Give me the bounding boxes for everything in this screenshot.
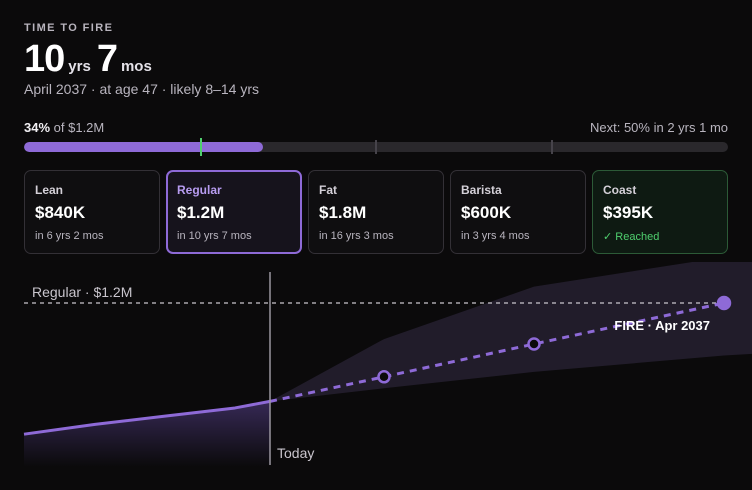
years-value: 10 — [24, 38, 65, 80]
target-card-eta: in 16 yrs 3 mos — [319, 230, 394, 242]
projection-milestone-marker — [527, 337, 541, 351]
fire-projection-chart: Regular · $1.2M Today FIRE · Apr 2037 — [23, 262, 752, 467]
target-card-name: Lean — [35, 183, 64, 197]
target-card-name: Regular — [177, 183, 222, 197]
target-card-amount: $395K — [603, 203, 654, 222]
current-progress-marker — [200, 138, 202, 156]
target-card-amount: $1.8M — [319, 203, 367, 222]
today-label: Today — [277, 445, 314, 461]
target-card-regular[interactable]: Regular $1.2M in 10 yrs 7 mos — [166, 170, 302, 254]
target-card-name: Coast — [603, 183, 637, 197]
years-unit: yrs — [68, 58, 91, 75]
months-value: 7 — [96, 38, 118, 80]
milestone-marker — [375, 140, 377, 154]
progress-bar-fill — [24, 142, 264, 152]
progress-target: of $1.2M — [53, 120, 105, 135]
projection-confidence-band — [270, 262, 752, 402]
target-card-name: Fat — [319, 183, 337, 197]
target-card-coast[interactable]: Coast $395K ✓ Reached — [592, 170, 728, 254]
fire-point-label: FIRE · Apr 2037 — [614, 318, 710, 333]
months-unit: mos — [120, 58, 152, 75]
next-milestone-label: Next: 50% in 2 yrs 1 mo — [590, 120, 728, 135]
projection-milestone-marker — [377, 370, 391, 384]
target-card-eta: in 3 yrs 4 mos — [461, 230, 530, 242]
fire-date-subline: April 2037 · at age 47 · likely 8–14 yrs — [24, 81, 260, 97]
history-area — [24, 401, 270, 467]
target-card-eta: ✓ Reached — [603, 231, 660, 243]
fire-point-marker — [716, 295, 732, 311]
time-to-fire-headline: 10 yrs 7 mos — [24, 38, 158, 81]
target-card-amount: $600K — [461, 203, 512, 222]
target-cards: Lean $840K in 6 yrs 2 mos Regular $1.2M … — [24, 170, 728, 254]
target-card-fat[interactable]: Fat $1.8M in 16 yrs 3 mos — [308, 170, 444, 254]
eyebrow-label: TIME TO FIRE — [24, 22, 114, 34]
target-card-amount: $1.2M — [177, 203, 225, 222]
target-card-amount: $840K — [35, 203, 86, 222]
target-card-lean[interactable]: Lean $840K in 6 yrs 2 mos — [24, 170, 160, 254]
target-card-name: Barista — [461, 183, 502, 197]
target-card-eta: in 10 yrs 7 mos — [177, 230, 252, 242]
history-line — [23, 399, 271, 436]
target-card-barista[interactable]: Barista $600K in 3 yrs 4 mos — [450, 170, 586, 254]
milestone-marker — [551, 140, 553, 154]
progress-percent: 34% — [24, 120, 51, 135]
target-line-label: Regular · $1.2M — [32, 284, 132, 300]
projection-line — [269, 301, 725, 403]
target-card-eta: in 6 yrs 2 mos — [35, 230, 104, 242]
progress-label: 34% of $1.2M — [24, 120, 104, 135]
